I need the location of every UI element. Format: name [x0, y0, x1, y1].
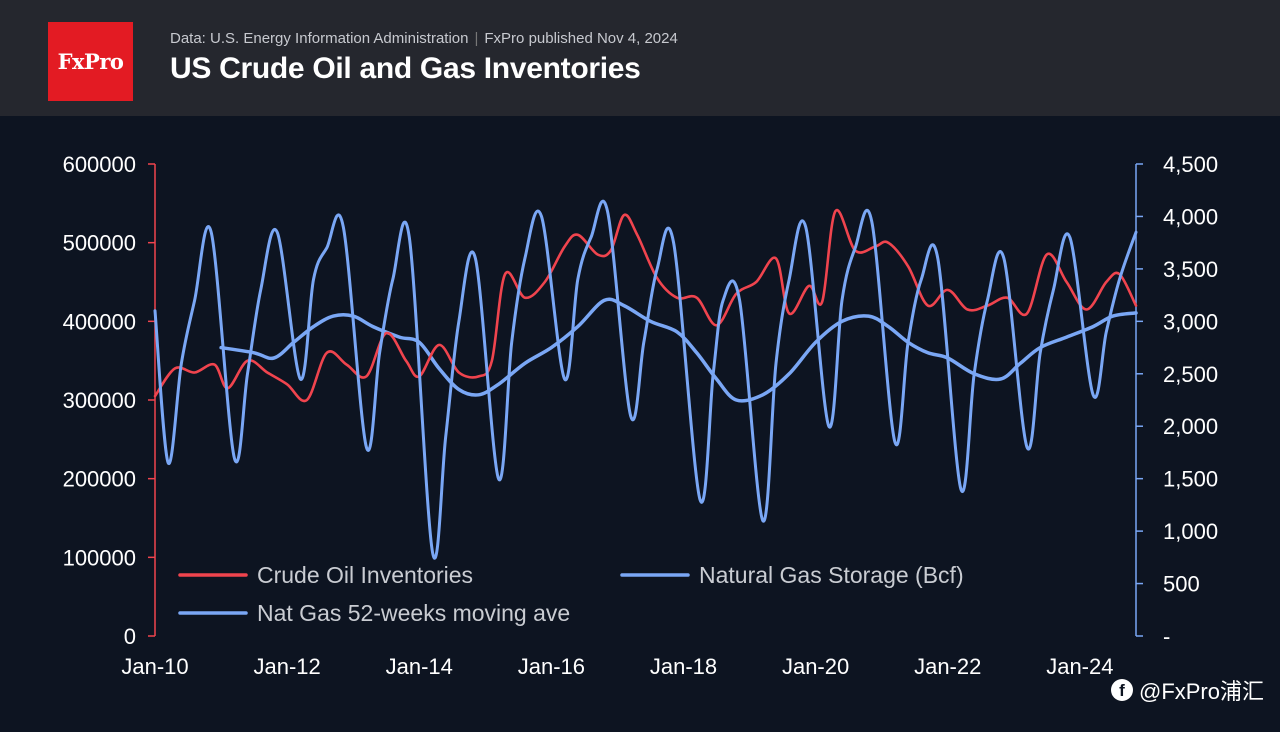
data-source: Data: U.S. Energy Information Administra…: [170, 30, 469, 47]
right-axis-tick-label: 3,500: [1163, 257, 1218, 282]
right-axis: - 500 1,000 1,500 2,000 2,500 3,000 3,500 4,000 4…: [1135, 152, 1218, 649]
right-axis-tick-label: 3,000: [1163, 309, 1218, 334]
right-axis-tick-label: -: [1163, 624, 1170, 649]
right-axis-tick-label: 2,500: [1163, 362, 1218, 387]
x-axis-tick-label: Jan-16: [518, 654, 585, 679]
right-axis-tick-label: 1,500: [1163, 467, 1218, 492]
x-axis-tick-label: Jan-12: [253, 654, 320, 679]
right-axis-tick-label: 4,500: [1163, 152, 1218, 177]
left-axis-tick-label: 100000: [63, 545, 136, 570]
legend-label: Crude Oil Inventories: [257, 562, 473, 588]
chart-title: US Crude Oil and Gas Inventories: [170, 52, 641, 85]
x-axis-tick-label: Jan-10: [121, 654, 188, 679]
left-axis-tick-label: 200000: [63, 467, 136, 492]
header-bar: FxPro Data: U.S. Energy Information Admi…: [0, 0, 1280, 116]
watermark: f @FxPro浦汇: [1110, 674, 1264, 706]
left-axis-tick-label: 600000: [63, 152, 136, 177]
left-axis-tick-label: 0: [124, 624, 136, 649]
left-axis-tick-label: 300000: [63, 388, 136, 413]
publisher-date: FxPro published Nov 4, 2024: [484, 30, 678, 47]
x-axis-tick-label: Jan-24: [1046, 654, 1113, 679]
left-axis-tick-label: 400000: [63, 309, 136, 334]
series-layer: [153, 199, 1138, 560]
separator: |: [474, 30, 479, 47]
legend-label: Natural Gas Storage (Bcf): [699, 562, 964, 588]
data-source-line: Data: U.S. Energy Information Administra…: [170, 30, 678, 47]
chart-area: 0 100000 200000 300000 400000 500000 600000 - 5…: [0, 116, 1280, 732]
x-axis: Jan-10 Jan-12 Jan-14 Jan-16 Jan-18 Jan-20 Jan-…: [121, 654, 1113, 679]
legend: Crude Oil Inventories Natural Gas Storage…: [178, 562, 964, 626]
facebook-icon: f: [1110, 679, 1133, 701]
series-line-natural-gas-storage-bcf: [153, 199, 1138, 560]
fxpro-logo: FxPro: [48, 22, 133, 101]
x-axis-tick-label: Jan-20: [782, 654, 849, 679]
right-axis-tick-label: 1,000: [1163, 519, 1218, 544]
series-line-crude-oil-inventories: [153, 208, 1138, 403]
legend-label: Nat Gas 52-weeks moving ave: [257, 600, 570, 626]
left-axis-tick-label: 500000: [63, 231, 136, 256]
right-axis-tick-label: 500: [1163, 572, 1200, 597]
watermark-text: @FxPro浦汇: [1138, 679, 1264, 704]
x-axis-tick-label: Jan-22: [914, 654, 981, 679]
left-axis: 0 100000 200000 300000 400000 500000 600000: [63, 152, 156, 649]
chart-svg: 0 100000 200000 300000 400000 500000 600000 - 5…: [63, 152, 1218, 679]
series-line-nat-gas-52-weeks-moving-ave: [219, 297, 1138, 403]
x-axis-tick-label: Jan-14: [386, 654, 453, 679]
x-axis-tick-label: Jan-18: [650, 654, 717, 679]
right-axis-tick-label: 2,000: [1163, 414, 1218, 439]
right-axis-tick-label: 4,000: [1163, 204, 1218, 229]
